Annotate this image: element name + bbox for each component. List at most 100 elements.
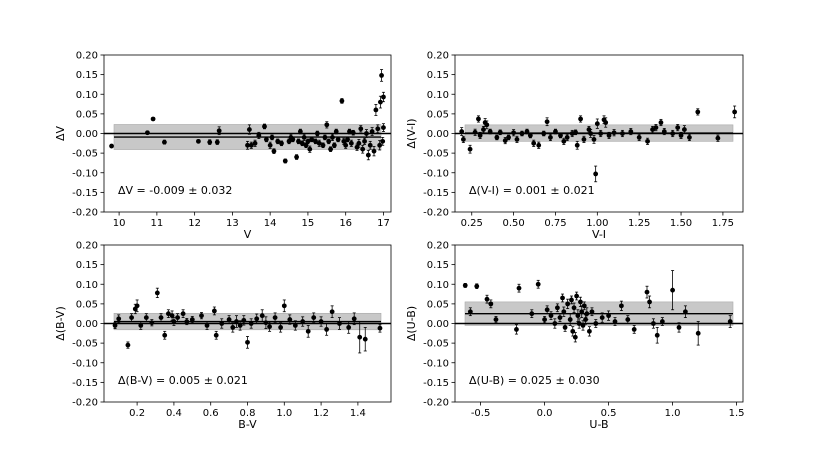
data-point: [316, 139, 322, 147]
data-point: [169, 310, 175, 321]
data-point: [587, 326, 592, 337]
data-point: [216, 126, 222, 136]
data-point: [581, 301, 587, 311]
data-point: [462, 283, 468, 288]
data-point: [594, 118, 600, 129]
data-point: [234, 315, 239, 328]
data-point: [259, 309, 265, 322]
data-point: [476, 115, 481, 123]
data-point: [248, 141, 254, 149]
y-tick-label: -0.15: [423, 188, 449, 199]
data-point: [631, 325, 637, 334]
data-point: [333, 128, 339, 135]
data-point: [599, 312, 605, 323]
data-point: [681, 125, 687, 134]
data-point: [481, 126, 486, 134]
y-tick-label: -0.10: [423, 168, 449, 179]
data-point: [196, 138, 201, 144]
data-point: [345, 136, 350, 143]
data-point: [230, 322, 236, 333]
data-point: [573, 129, 578, 136]
y-axis-label: ΔV: [54, 126, 67, 142]
data-point: [555, 303, 560, 313]
data-point: [297, 128, 303, 135]
y-tick-label: -0.20: [423, 208, 449, 219]
y-tick-label: 0.05: [427, 299, 449, 310]
data-point: [474, 283, 480, 289]
y-tick-label: -0.05: [72, 339, 98, 350]
data-point: [695, 321, 701, 346]
data-point: [529, 309, 535, 319]
data-point: [598, 129, 604, 138]
data-point: [199, 312, 204, 320]
stats-annotation: Δ(B-V) = 0.005 ± 0.021: [118, 374, 248, 387]
x-axis-label: V-I: [592, 228, 606, 241]
data-point: [732, 105, 738, 119]
data-point: [514, 135, 520, 143]
data-point: [211, 306, 217, 316]
data-point: [305, 138, 311, 145]
data-point: [292, 320, 298, 331]
data-point: [653, 124, 659, 132]
data-point: [695, 108, 701, 116]
data-point: [351, 312, 357, 326]
data-point: [381, 91, 386, 103]
data-point: [524, 128, 530, 135]
data-point: [125, 341, 131, 349]
data-point: [329, 305, 335, 319]
y-axis-label: Δ(V-I): [405, 118, 418, 148]
data-point: [488, 299, 494, 309]
x-tick-label: 0.50: [502, 218, 524, 229]
data-point: [647, 295, 652, 309]
data-point: [279, 140, 284, 147]
x-tick-label: 1.2: [313, 408, 329, 419]
data-point: [589, 307, 595, 317]
data-point: [553, 128, 558, 135]
data-point: [278, 322, 284, 333]
data-point: [263, 316, 269, 330]
x-tick-label: 0.25: [461, 218, 483, 229]
data-point: [541, 130, 547, 137]
x-tick-label: 0.6: [203, 408, 219, 419]
data-point: [574, 140, 580, 150]
x-axis-label: V: [244, 228, 252, 241]
data-point: [369, 127, 375, 136]
x-axis-label: B-V: [238, 418, 257, 431]
data-point: [535, 279, 541, 289]
data-point: [493, 316, 499, 324]
data-point: [531, 139, 537, 147]
y-tick-label: 0.15: [76, 260, 98, 271]
data-point: [314, 130, 320, 137]
data-point: [567, 313, 573, 326]
y-tick-label: -0.20: [423, 398, 449, 409]
data-point: [557, 313, 563, 322]
data-point: [263, 136, 269, 143]
x-tick-label: 17: [377, 218, 390, 229]
data-point: [237, 320, 243, 331]
data-point: [377, 323, 383, 333]
y-tick-label: 0.00: [427, 319, 449, 330]
y-tick-label: -0.10: [72, 168, 98, 179]
data-point: [591, 135, 597, 144]
data-point: [143, 313, 149, 322]
x-tick-label: 16: [339, 218, 352, 229]
data-point: [154, 287, 160, 298]
y-tick-label: 0.20: [76, 51, 98, 62]
data-point: [313, 138, 318, 145]
data-point: [460, 135, 466, 143]
x-tick-label: 11: [151, 218, 164, 229]
data-point: [506, 134, 511, 141]
x-tick-label: 0.8: [240, 408, 256, 419]
data-point: [162, 139, 167, 145]
y-tick-label: 0.10: [427, 280, 449, 291]
x-tick-label: 1.75: [712, 218, 734, 229]
data-point: [245, 140, 250, 150]
data-point: [322, 134, 328, 141]
data-point: [378, 95, 383, 109]
x-tick-label: 14: [264, 218, 277, 229]
data-point: [380, 137, 386, 146]
x-tick-label: 10: [113, 218, 126, 229]
data-point: [346, 321, 352, 334]
chart-panel-2: -0.20 -0.15 -0.10 -0.05 0.00 0.05 0.10 0.15 0.20…: [405, 51, 744, 241]
data-point: [588, 129, 594, 138]
